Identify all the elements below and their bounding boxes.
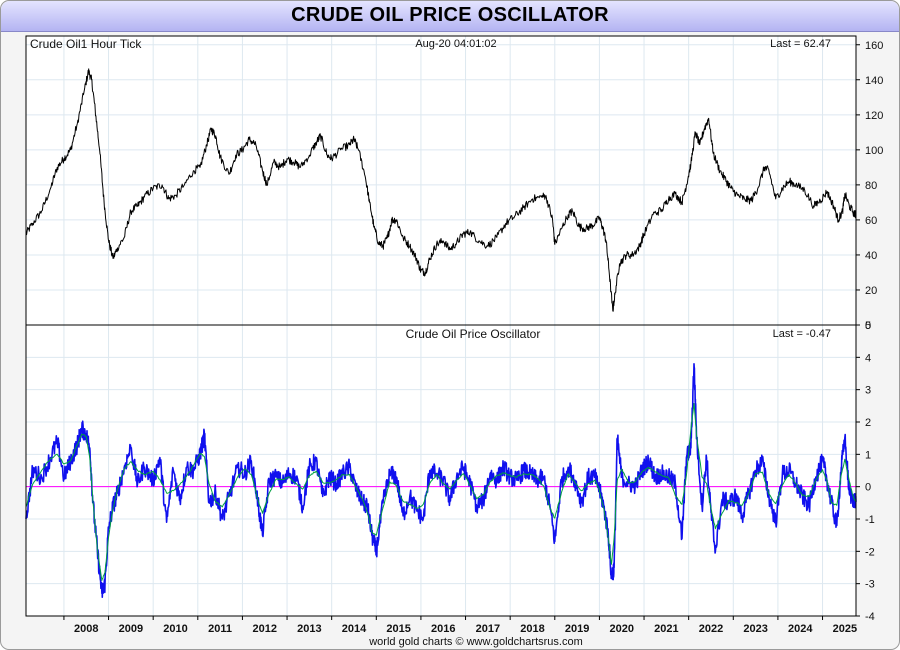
y-tick-label: -2 [865,546,875,558]
oscillator-panel-last-value: Last = -0.47 [773,328,831,340]
oscillator-line [25,363,857,598]
price-panel-background [26,36,856,325]
y-tick-label: 5 [865,320,871,332]
oscillator-panel-x-axis: 2008 2009 2010 2011 2012 2013 2014 2015 2016 2017… [63,616,857,635]
price-panel-series [25,68,857,312]
y-tick-label: 0 [865,320,871,332]
price-panel-last-value: Last = 62.47 [770,38,831,50]
y-tick-label: -4 [865,611,875,623]
x-tick-label: 2016 [431,623,455,635]
price-panel-label: Crude Oil1 Hour Tick [30,37,142,51]
y-tick-label: 2 [865,417,871,429]
price-line [25,68,857,312]
x-tick-label: 2014 [342,623,367,635]
oscillator-panel-series [25,363,857,598]
y-tick-label: -1 [865,514,875,526]
x-tick-label: 2015 [386,623,410,635]
y-tick-label: 3 [865,385,871,397]
price-panel-timestamp: Aug-20 04:01:02 [415,38,496,50]
x-tick-label: 2020 [609,623,633,635]
y-tick-label: 20 [865,285,877,297]
x-tick-label: 2009 [119,623,143,635]
oscillator-signal-line [25,402,857,581]
y-tick-label: 40 [865,250,877,262]
x-tick-label: 2023 [743,623,767,635]
x-tick-label: 2008 [74,623,98,635]
x-tick-label: 2024 [788,623,813,635]
y-tick-label: 1 [865,449,871,461]
x-tick-label: 2018 [520,623,544,635]
x-tick-label: 2013 [297,623,321,635]
y-tick-label: 4 [865,352,871,364]
footer-credit: world gold charts © www.goldchartsrus.co… [368,636,583,648]
y-tick-label: 60 [865,215,877,227]
x-tick-label: 2022 [699,623,723,635]
page-title: CRUDE OIL PRICE OSCILLATOR [291,4,609,26]
y-tick-label: 100 [865,145,883,157]
price-panel-y-axis: 0 20 40 60 80 100 120 140 160 [856,40,883,332]
y-tick-label: 140 [865,75,883,87]
oscillator-panel-border [25,324,857,617]
x-tick-label: 2019 [565,623,589,635]
title-bar: CRUDE OIL PRICE OSCILLATOR [1,1,899,32]
x-tick-label: 2010 [163,623,187,635]
y-tick-label: 120 [865,110,883,122]
x-tick-label: 2017 [476,623,500,635]
oscillator-panel-label: Crude Oil Price Oscillator [406,327,541,341]
oscillator-panel-y-axis: -4 -3 -2 -1 0 1 2 3 4 5 [856,320,875,623]
x-tick-label: 2011 [208,623,232,635]
x-tick-label: 2025 [833,623,857,635]
x-tick-label: 2021 [654,623,678,635]
y-tick-label: 160 [865,40,883,52]
x-tick-label: 2012 [252,623,276,635]
y-tick-label: 80 [865,180,877,192]
y-tick-label: -3 [865,579,875,591]
y-tick-label: 0 [865,482,871,494]
